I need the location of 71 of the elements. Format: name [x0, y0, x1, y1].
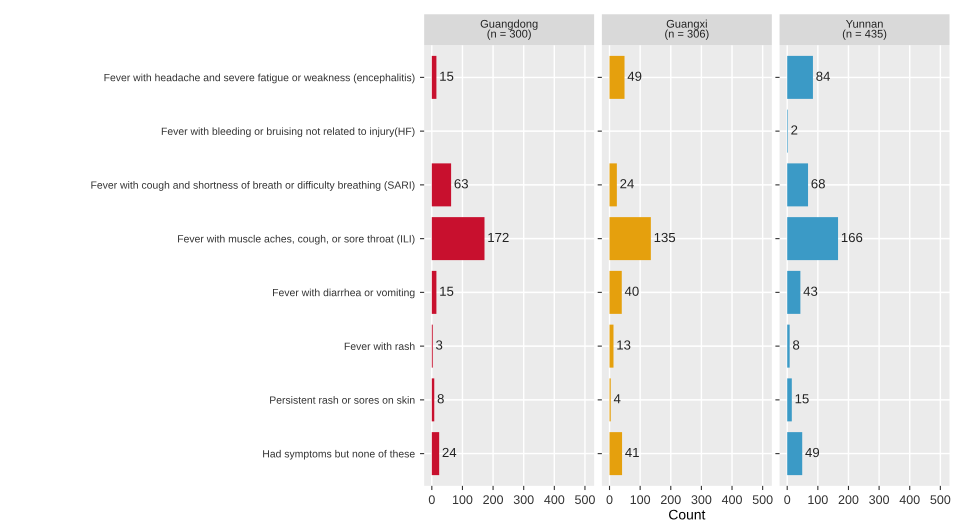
data-label: 84 [816, 72, 830, 81]
data-label: 135 [654, 232, 676, 242]
y-tick-label: Fever with bleeding or bruising not related to injury(HF) [162, 127, 415, 138]
bar [787, 217, 838, 260]
data-label: 172 [488, 232, 509, 242]
bar [432, 378, 434, 422]
data-label: 2 [791, 125, 798, 135]
data-label: 15 [440, 72, 454, 81]
chart-title: Guangxi (n = 306) [665, 20, 709, 40]
data-label: 166 [842, 232, 862, 242]
data-label: 49 [805, 448, 820, 458]
data-label: 43 [803, 286, 818, 296]
bar [432, 217, 484, 260]
x-tick-label: 100 [808, 495, 828, 504]
data-label: 40 [624, 286, 639, 296]
bar [787, 56, 813, 99]
x-tick-label: 300 [869, 495, 890, 504]
bar [787, 163, 808, 206]
bar [787, 378, 792, 422]
data-label: 3 [436, 340, 442, 350]
bar [610, 324, 614, 368]
x-tick-label: 100 [630, 495, 650, 504]
x-tick-label: 400 [900, 495, 920, 504]
x-tick-label: 300 [691, 495, 712, 504]
data-label: 13 [617, 340, 630, 350]
bar [432, 163, 452, 206]
y-tick-label: Fever with rash [344, 342, 414, 350]
bar [787, 270, 800, 314]
data-label: 63 [454, 179, 468, 188]
x-tick-label: 500 [575, 495, 595, 504]
y-tick-label: Persistent rash or sores on skin [270, 396, 414, 404]
x-tick-label: 400 [722, 495, 742, 504]
bar [610, 217, 651, 260]
bar [432, 270, 436, 314]
data-label: 4 [614, 394, 620, 404]
x-tick-label: 500 [930, 495, 950, 504]
x-tick-label: 0 [428, 495, 435, 504]
y-tick-label: Had symptoms but none of these [263, 450, 415, 460]
data-label: 49 [628, 72, 642, 81]
bar [787, 324, 790, 368]
chart-title: Guangdong (n = 300) [480, 20, 538, 40]
bar [610, 56, 625, 99]
bar [432, 56, 436, 99]
x-axis-title: Count [669, 510, 706, 520]
data-label: 41 [625, 448, 639, 458]
bar [610, 163, 617, 206]
data-label: 24 [442, 448, 456, 458]
data-label: 15 [440, 286, 454, 296]
x-tick-label: 0 [606, 495, 612, 504]
data-label: 68 [811, 179, 825, 188]
x-tick-label: 200 [838, 495, 858, 504]
y-tick-label: Fever with headache and severe fatigue or weakness (encephalitis) [104, 74, 415, 84]
x-tick-label: 200 [483, 495, 504, 504]
x-tick-label: 0 [784, 495, 790, 504]
x-tick-label: 500 [752, 495, 773, 504]
data-label: 15 [796, 394, 809, 404]
bar [432, 432, 440, 476]
data-label: 8 [438, 394, 444, 404]
y-tick-label: Fever with muscle aches, cough, or sore throat (ILI) [178, 234, 415, 245]
x-tick-label: 300 [514, 495, 534, 504]
x-tick-label: 400 [544, 495, 564, 504]
bar [787, 432, 802, 476]
data-label: 8 [793, 340, 800, 350]
x-tick-label: 200 [660, 495, 681, 504]
chart-title: Yunnan (n = 435) [842, 20, 886, 40]
bar [610, 270, 622, 314]
y-tick-label: Fever with cough and shortness of breath or difficulty breathing (SARI) [91, 181, 415, 191]
y-tick-label: Fever with diarrhea or vomiting [273, 288, 414, 298]
x-tick-label: 100 [452, 495, 472, 504]
data-label: 24 [620, 179, 634, 188]
bar [610, 432, 622, 476]
